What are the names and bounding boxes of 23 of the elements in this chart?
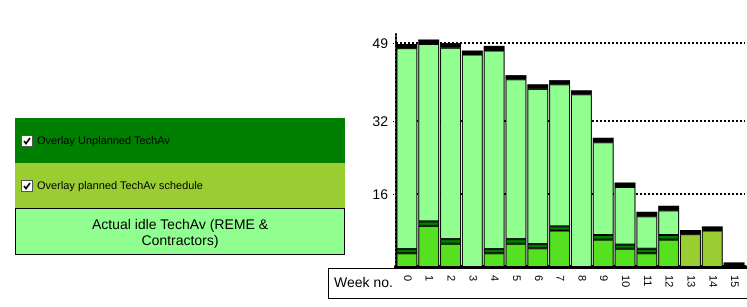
x-tick-label: 6 — [532, 275, 544, 282]
x-tick-label: 11 — [640, 275, 653, 286]
x-tick-label: 10 — [619, 275, 632, 288]
legend-label: Overlay Unplanned TechAv — [37, 134, 170, 146]
x-tick-label: 9 — [597, 275, 610, 282]
x-tick-label: 2 — [444, 275, 457, 282]
y-tick-label: 32 — [372, 112, 388, 129]
x-tick-label: 14 — [706, 275, 718, 288]
x-tick-label: 7 — [554, 275, 566, 282]
x-tick-label: 13 — [684, 275, 696, 288]
x-tick-label: 8 — [575, 275, 588, 282]
x-axis-title: Week no. — [334, 274, 393, 290]
text: Actual idle TechAv (REME & Contractors) — [91, 216, 269, 248]
x-tick-label: 15 — [728, 275, 740, 288]
x-tick-label: 5 — [510, 275, 522, 282]
x-tick-label: 12 — [662, 275, 675, 288]
x-tick-label: 1 — [422, 275, 435, 282]
y-tick-label: 16 — [372, 186, 388, 202]
x-tick-label: 0 — [400, 275, 413, 282]
x-tick-label: 4 — [488, 275, 500, 282]
legend-label: Overlay planned TechAv schedule — [37, 180, 203, 192]
y-tick-label: 49 — [372, 35, 388, 52]
x-tick-label: 3 — [466, 275, 478, 282]
